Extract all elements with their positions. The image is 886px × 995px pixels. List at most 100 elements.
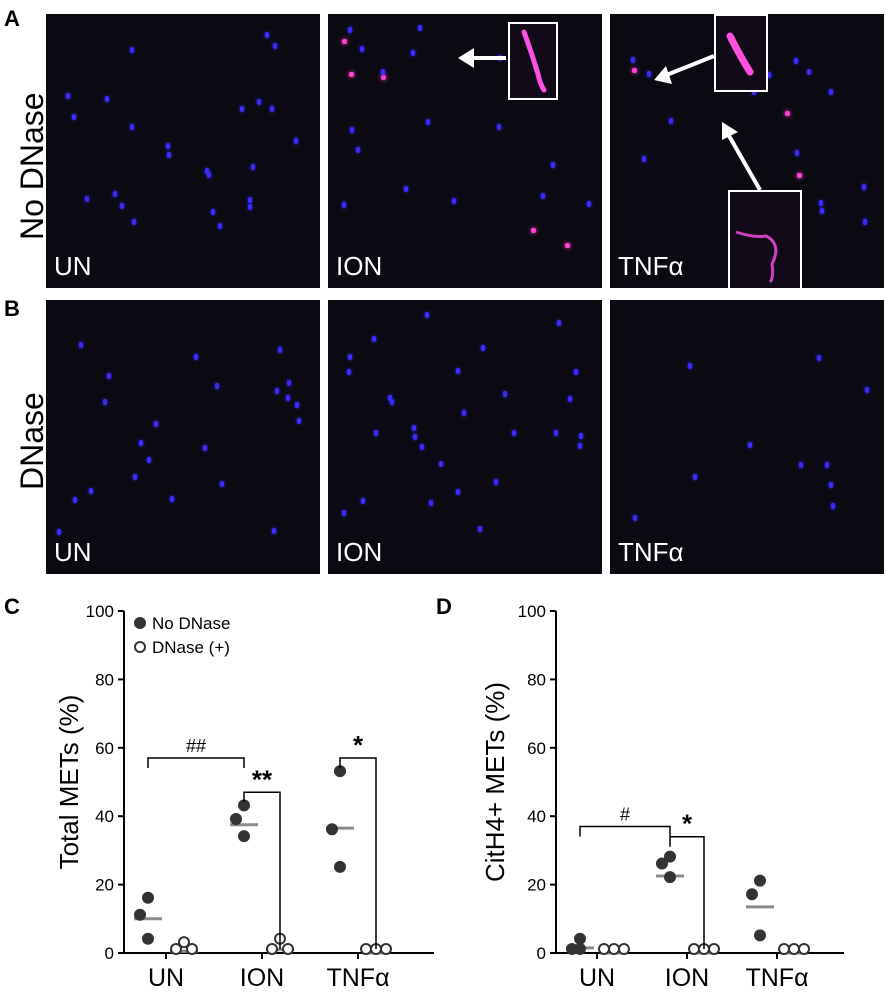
inset-trap-image <box>726 32 754 76</box>
data-point <box>754 929 766 942</box>
cell-nucleus <box>247 197 252 204</box>
data-point <box>360 943 372 955</box>
cell-nucleus <box>388 394 393 401</box>
y-tick-label: 100 <box>518 602 546 621</box>
data-point <box>798 943 810 955</box>
y-tick-label: 100 <box>86 602 114 621</box>
significance-label: ## <box>186 736 206 756</box>
data-point <box>334 860 346 873</box>
data-point <box>574 932 586 945</box>
cell-nucleus <box>807 68 812 75</box>
cell-nucleus <box>360 45 365 52</box>
x-tick-label: UN <box>148 964 184 992</box>
cell-nucleus <box>830 503 835 510</box>
cell-nucleus <box>295 401 300 408</box>
data-point <box>788 943 800 955</box>
data-point <box>608 943 620 955</box>
cell-nucleus <box>564 242 570 248</box>
y-tick-label: 20 <box>527 876 546 895</box>
y-tick-label: 60 <box>95 739 114 758</box>
x-tick-label: UN <box>579 964 615 992</box>
significance-bracket <box>339 757 377 949</box>
legend-label: DNase (+) <box>152 638 230 657</box>
y-tick-label: 60 <box>527 739 546 758</box>
data-point <box>186 943 198 955</box>
data-point <box>598 943 610 955</box>
arrow-icon <box>458 48 506 68</box>
data-point <box>230 813 242 826</box>
data-point <box>708 943 720 955</box>
cell-nucleus <box>819 207 824 214</box>
cell-nucleus <box>631 57 636 64</box>
cell-nucleus <box>497 124 502 131</box>
cell-nucleus <box>130 123 135 130</box>
cell-nucleus <box>71 113 76 120</box>
x-tick-label: ION <box>665 964 709 992</box>
cell-nucleus <box>556 320 561 327</box>
cell-nucleus <box>265 32 270 39</box>
significance-label: * <box>682 809 693 839</box>
cell-nucleus <box>346 368 351 375</box>
data-point <box>754 874 766 887</box>
cell-nucleus <box>512 430 517 437</box>
cell-nucleus <box>341 202 346 209</box>
cell-nucleus <box>297 417 302 424</box>
significance-bracket <box>579 825 671 837</box>
cell-nucleus <box>78 341 83 348</box>
y-tick-label: 40 <box>95 807 114 826</box>
y-tick-label: 0 <box>105 944 114 963</box>
cell-nucleus <box>272 527 277 534</box>
panel-letter-a: A <box>4 6 20 31</box>
cell-nucleus <box>413 434 418 441</box>
micrograph-b-tnfa: TNFα <box>610 300 884 574</box>
cell-nucleus <box>218 222 223 229</box>
cell-nucleus <box>641 156 646 163</box>
data-point <box>664 871 676 884</box>
cell-nucleus <box>203 444 207 451</box>
cell-nucleus <box>138 439 143 446</box>
significance-label: # <box>620 804 630 824</box>
inset-trap-image <box>521 29 547 93</box>
cell-nucleus <box>796 173 802 179</box>
cell-nucleus <box>818 199 823 206</box>
cell-nucleus <box>248 203 252 210</box>
cell-nucleus <box>687 362 692 369</box>
cell-nucleus <box>89 487 94 494</box>
cell-nucleus <box>275 387 280 394</box>
cell-nucleus <box>206 171 211 178</box>
y-tick-label: 0 <box>537 944 546 963</box>
cell-nucleus <box>360 497 365 504</box>
panel-letter-b: B <box>4 296 20 321</box>
cell-nucleus <box>85 195 90 202</box>
cell-nucleus <box>102 398 107 405</box>
cell-nucleus <box>531 227 537 233</box>
cell-nucleus <box>417 25 422 32</box>
cell-nucleus <box>65 93 70 100</box>
cell-nucleus <box>193 353 198 360</box>
cell-nucleus <box>478 526 483 533</box>
legend-label: No DNase <box>152 614 230 633</box>
cell-nucleus <box>239 105 244 112</box>
cell-nucleus <box>865 386 870 393</box>
micrograph-b-un: UN <box>46 300 320 574</box>
cell-nucleus <box>166 143 171 149</box>
cell-nucleus <box>146 456 151 463</box>
chart-d-cith4-mets: 0 20 40 60 80 100 CitH4+ METs (%) UN ION TNFα # * <box>480 602 844 992</box>
cell-nucleus <box>551 162 556 169</box>
inset-zoom <box>728 190 802 288</box>
panel-letter-d: D <box>436 594 452 619</box>
cell-nucleus <box>748 442 753 449</box>
cell-nucleus <box>204 167 209 174</box>
data-point <box>142 891 154 904</box>
cell-nucleus <box>404 185 409 192</box>
cell-nucleus <box>256 98 261 105</box>
cell-nucleus <box>587 200 592 207</box>
cell-nucleus <box>130 46 135 53</box>
cell-nucleus <box>668 117 673 124</box>
x-tick-label: TNFα <box>326 964 389 992</box>
y-axis-label: Total METs (%) <box>54 695 84 870</box>
cell-nucleus <box>120 202 125 209</box>
data-point <box>134 908 146 921</box>
cell-nucleus <box>355 146 360 153</box>
